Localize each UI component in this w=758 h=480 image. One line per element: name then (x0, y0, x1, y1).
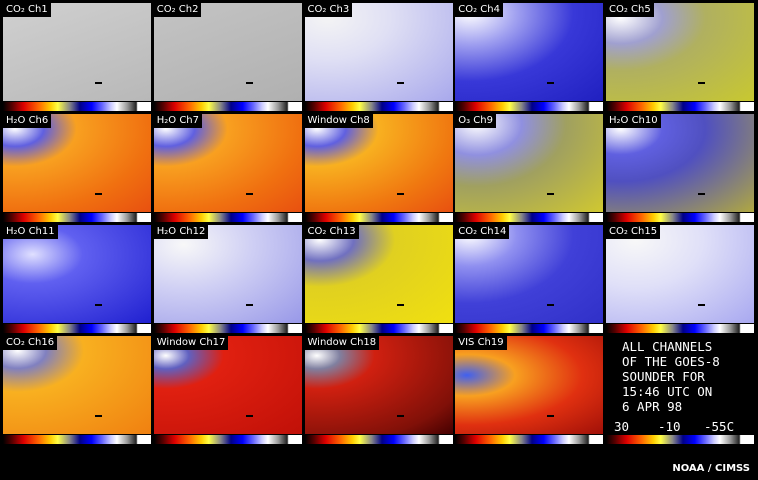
color-scale (304, 324, 453, 333)
credit: NOAA / CIMSS (672, 463, 750, 474)
satellite-image (153, 225, 302, 323)
satellite-image (606, 225, 754, 323)
channel-label: H₂O Ch12 (153, 225, 209, 239)
satellite-image (455, 225, 604, 323)
channel-label: H₂O Ch7 (153, 114, 203, 128)
channel-label: CO₂ Ch1 (3, 3, 51, 17)
marker (396, 82, 404, 84)
marker (245, 193, 253, 195)
satellite-image (153, 336, 302, 434)
caption-line: 6 APR 98 (622, 399, 683, 414)
color-scale (3, 324, 151, 333)
legend-label: -55C (704, 419, 735, 434)
channel-label: CO₂ Ch2 (153, 3, 202, 17)
marker (396, 415, 404, 417)
marker (95, 415, 102, 417)
marker (245, 82, 253, 84)
channel-label: Window Ch8 (304, 114, 373, 128)
color-scale (606, 435, 754, 444)
color-scale (455, 102, 604, 111)
channel-label: CO₂ Ch15 (606, 225, 661, 239)
color-scale (455, 324, 604, 333)
color-scale (153, 435, 302, 444)
color-scale (455, 213, 604, 222)
legend-label: -10 (658, 419, 681, 434)
marker (547, 304, 555, 306)
satellite-image (3, 336, 151, 434)
color-scale (606, 213, 754, 222)
satellite-image (153, 114, 302, 212)
marker (95, 82, 102, 84)
channel-label: CO₂ Ch5 (606, 3, 654, 17)
channel-label: CO₂ Ch4 (455, 3, 503, 17)
color-scale (153, 324, 302, 333)
color-scale (153, 102, 302, 111)
channel-label: H₂O Ch11 (3, 225, 58, 239)
satellite-image (455, 114, 604, 212)
satellite-image (3, 225, 151, 323)
satellite-image (606, 114, 754, 212)
marker (245, 415, 253, 417)
channel-label: Window Ch17 (153, 336, 229, 350)
satellite-image (455, 3, 604, 101)
color-scale (455, 435, 604, 444)
channel-label: VIS Ch19 (455, 336, 507, 350)
marker (698, 193, 705, 195)
satellite-image (606, 3, 754, 101)
color-scale (606, 102, 754, 111)
color-scale (304, 213, 453, 222)
caption-line: ALL CHANNELS (622, 339, 713, 354)
color-scale (3, 435, 151, 444)
caption-line: OF THE GOES-8 (622, 354, 720, 369)
color-scale (606, 324, 754, 333)
color-scale (304, 435, 453, 444)
marker (396, 304, 404, 306)
color-scale (3, 213, 151, 222)
color-scale (153, 213, 302, 222)
satellite-image (304, 114, 453, 212)
channel-label: CO₂ Ch13 (304, 225, 359, 239)
marker (547, 82, 555, 84)
satellite-image (304, 336, 453, 434)
satellite-image (455, 336, 604, 434)
legend-label: 30 (614, 419, 630, 434)
marker (396, 193, 404, 195)
caption-line: 15:46 UTC ON (622, 384, 713, 399)
caption-line: SOUNDER FOR (622, 369, 705, 384)
channel-label: H₂O Ch10 (606, 114, 661, 128)
marker (245, 304, 253, 306)
marker (95, 304, 102, 306)
marker (698, 82, 705, 84)
color-scale (3, 102, 151, 111)
channel-label: CO₂ Ch16 (3, 336, 58, 350)
channel-label: CO₂ Ch3 (304, 3, 353, 17)
marker (547, 193, 555, 195)
channel-label: H₂O Ch6 (3, 114, 52, 128)
marker (547, 415, 555, 417)
channel-label: CO₂ Ch14 (455, 225, 510, 239)
marker (95, 193, 102, 195)
satellite-image (3, 114, 151, 212)
satellite-image (3, 3, 151, 101)
channel-label: O₃ Ch9 (455, 114, 496, 128)
satellite-image (304, 225, 453, 323)
color-scale (304, 102, 453, 111)
satellite-image (304, 3, 453, 101)
channel-label: Window Ch18 (304, 336, 380, 350)
satellite-image (153, 3, 302, 101)
marker (698, 304, 705, 306)
